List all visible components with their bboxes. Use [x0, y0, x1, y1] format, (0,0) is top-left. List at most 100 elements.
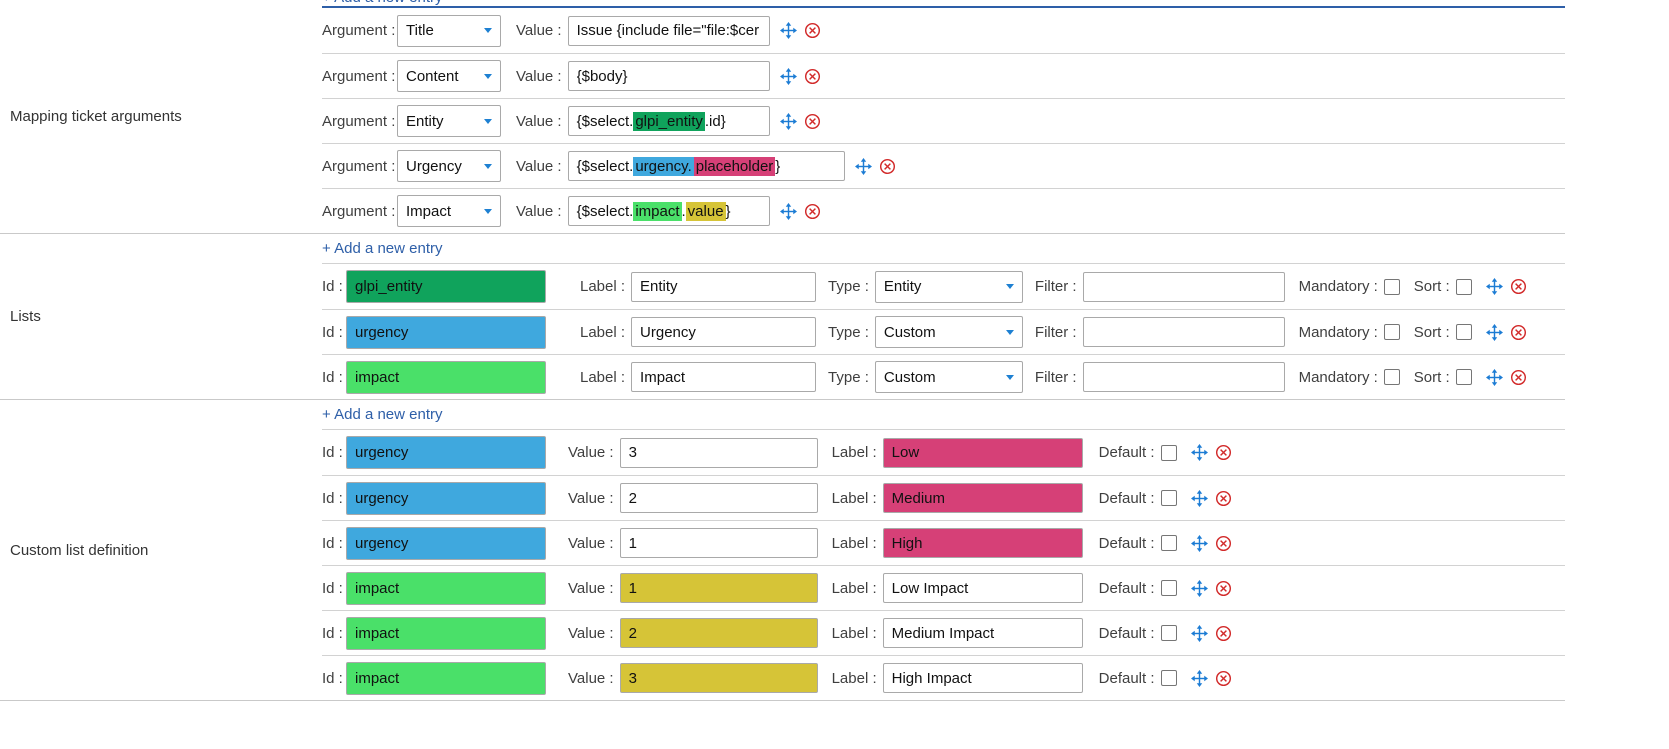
filter-input[interactable]	[1082, 271, 1285, 302]
value-input[interactable]	[567, 15, 770, 46]
id-input[interactable]	[346, 526, 546, 560]
label-input[interactable]	[882, 528, 1083, 558]
delete-icon[interactable]	[804, 22, 821, 39]
label-input[interactable]	[882, 437, 1083, 468]
label-input[interactable]	[631, 362, 817, 392]
delete-icon[interactable]	[1215, 580, 1232, 597]
value-text: {$select.	[576, 157, 634, 175]
delete-icon[interactable]	[1510, 278, 1527, 295]
mandatory-label: Mandatory :	[1298, 323, 1378, 341]
value-input[interactable]	[619, 573, 818, 603]
list-row: Id : Label : Type : Entity Filter : Mand…	[322, 264, 1565, 309]
default-checkbox[interactable]	[1160, 490, 1177, 506]
move-icon[interactable]	[855, 158, 872, 175]
value-input[interactable]	[567, 61, 770, 91]
id-input[interactable]	[346, 571, 546, 605]
label-input[interactable]	[882, 483, 1083, 513]
delete-icon[interactable]	[1215, 670, 1232, 687]
move-icon[interactable]	[1191, 444, 1208, 461]
move-icon[interactable]	[1191, 580, 1208, 597]
add-entry-link[interactable]: + Add a new entry	[322, 0, 443, 6]
value-input[interactable]: {$select. impact. value}	[567, 196, 770, 226]
type-select[interactable]: Custom	[874, 361, 1023, 393]
value-input[interactable]	[619, 663, 818, 693]
id-input[interactable]	[346, 360, 546, 394]
move-icon[interactable]	[780, 203, 797, 220]
move-icon[interactable]	[1486, 324, 1503, 341]
delete-icon[interactable]	[1215, 535, 1232, 552]
value-input[interactable]	[619, 618, 818, 648]
filter-input[interactable]	[1082, 362, 1285, 392]
delete-icon[interactable]	[1215, 444, 1232, 461]
delete-icon[interactable]	[804, 68, 821, 85]
label-input[interactable]	[882, 573, 1083, 603]
type-select[interactable]: Entity	[874, 270, 1023, 303]
sort-checkbox[interactable]	[1455, 324, 1472, 340]
id-input[interactable]	[346, 315, 546, 349]
delete-icon[interactable]	[1510, 369, 1527, 386]
value-input[interactable]	[619, 483, 818, 513]
delete-icon[interactable]	[804, 203, 821, 220]
value-input[interactable]: {$select. urgency. placeholder}	[567, 151, 845, 181]
default-checkbox[interactable]	[1160, 580, 1177, 596]
default-checkbox[interactable]	[1160, 535, 1177, 551]
move-icon[interactable]	[1486, 369, 1503, 386]
delete-icon[interactable]	[1215, 490, 1232, 507]
section-left-column: Mapping ticket arguments	[0, 0, 322, 233]
sort-label: Sort :	[1413, 368, 1450, 386]
custom-list-row: Id : Value : Label : Default :	[322, 475, 1565, 520]
highlight-placeholder: placeholder	[693, 156, 776, 176]
mapping-row: Argument : Urgency Value : {$select. urge…	[322, 143, 1565, 188]
value-input[interactable]	[619, 437, 818, 468]
argument-select[interactable]: Impact	[397, 195, 501, 227]
mandatory-checkbox[interactable]	[1383, 324, 1400, 340]
move-icon[interactable]	[1191, 625, 1208, 642]
type-select[interactable]: Custom	[874, 316, 1023, 348]
move-icon[interactable]	[1191, 535, 1208, 552]
argument-select[interactable]: Entity	[397, 105, 501, 137]
move-icon[interactable]	[780, 22, 797, 39]
default-checkbox[interactable]	[1160, 670, 1177, 686]
label-label: Label :	[831, 669, 877, 687]
move-icon[interactable]	[1486, 278, 1503, 295]
delete-icon[interactable]	[879, 158, 896, 175]
id-input[interactable]	[346, 270, 546, 303]
move-icon[interactable]	[780, 68, 797, 85]
default-checkbox[interactable]	[1160, 444, 1177, 461]
label-input[interactable]	[631, 271, 817, 302]
delete-icon[interactable]	[804, 113, 821, 130]
sort-checkbox[interactable]	[1455, 278, 1472, 295]
filter-input[interactable]	[1082, 317, 1285, 347]
delete-icon[interactable]	[1215, 625, 1232, 642]
label-label: Label :	[831, 534, 877, 552]
chevron-down-icon	[484, 28, 492, 33]
value-input[interactable]	[619, 528, 818, 558]
id-label: Id :	[322, 489, 343, 507]
argument-select[interactable]: Title	[397, 14, 501, 47]
bottom-divider	[0, 700, 1565, 701]
delete-icon[interactable]	[1510, 324, 1527, 341]
value-label: Value :	[568, 669, 614, 687]
label-label: Label :	[580, 368, 626, 386]
move-icon[interactable]	[1191, 670, 1208, 687]
sort-checkbox[interactable]	[1455, 369, 1472, 385]
mandatory-checkbox[interactable]	[1383, 278, 1400, 295]
type-select-value: Custom	[883, 323, 936, 341]
move-icon[interactable]	[780, 113, 797, 130]
id-input[interactable]	[346, 481, 546, 515]
move-icon[interactable]	[1191, 490, 1208, 507]
id-input[interactable]	[346, 436, 546, 469]
label-input[interactable]	[882, 663, 1083, 693]
value-input[interactable]: {$select. glpi_entity .id}	[567, 106, 770, 136]
label-input[interactable]	[882, 618, 1083, 648]
id-input[interactable]	[346, 661, 546, 695]
add-entry-link[interactable]: + Add a new entry	[322, 240, 443, 257]
id-input[interactable]	[346, 616, 546, 650]
mandatory-checkbox[interactable]	[1383, 369, 1400, 385]
argument-select[interactable]: Urgency	[397, 150, 501, 182]
label-input[interactable]	[631, 317, 817, 347]
add-entry-link[interactable]: + Add a new entry	[322, 406, 443, 423]
default-checkbox[interactable]	[1160, 625, 1177, 641]
argument-select[interactable]: Content	[397, 60, 501, 92]
highlight-glpi-entity: glpi_entity	[633, 111, 705, 131]
